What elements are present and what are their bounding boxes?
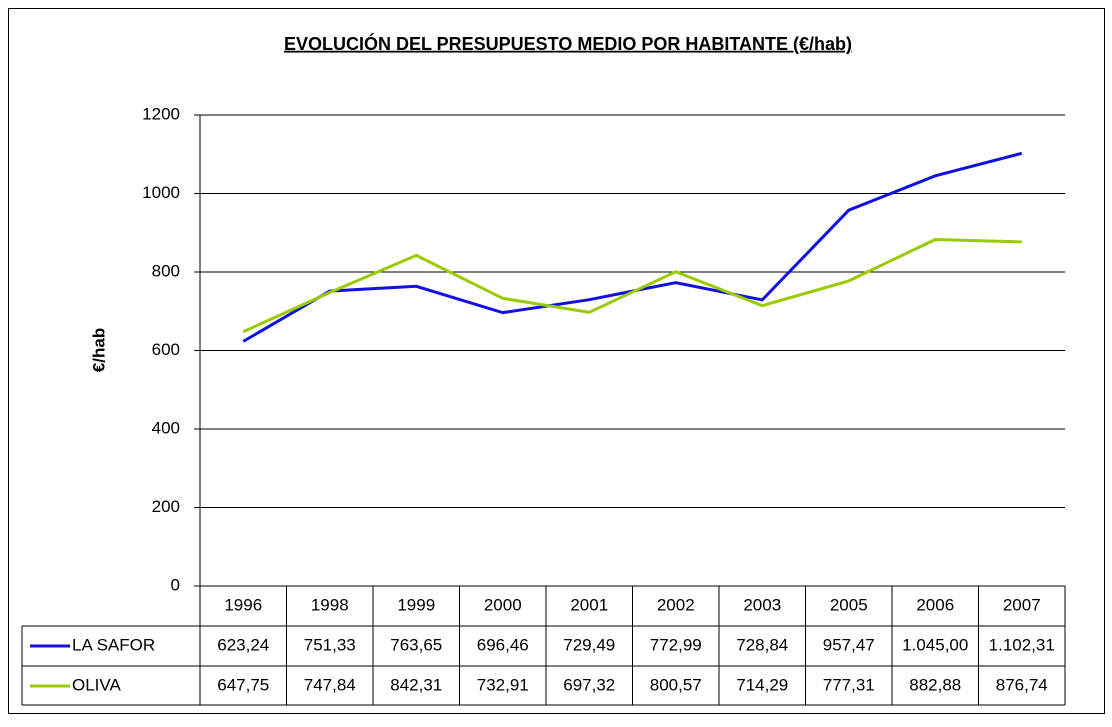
- x-tick-label: 2006: [916, 595, 954, 614]
- y-tick-label: 1200: [142, 104, 180, 123]
- legend-label: OLIVA: [72, 675, 121, 694]
- y-tick-label: 0: [171, 575, 180, 594]
- chart-title: EVOLUCIÓN DEL PRESUPUESTO MEDIO POR HABI…: [284, 33, 852, 54]
- x-tick-label: 1999: [397, 595, 435, 614]
- x-tick-label: 2003: [743, 595, 781, 614]
- table-value: 714,29: [736, 675, 788, 694]
- y-tick-label: 200: [152, 497, 180, 516]
- x-tick-label: 1998: [311, 595, 349, 614]
- table-value: 882,88: [909, 675, 961, 694]
- table-value: 729,49: [563, 635, 615, 654]
- table-value: 842,31: [390, 675, 442, 694]
- y-tick-label: 800: [152, 261, 180, 280]
- table-value: 777,31: [823, 675, 875, 694]
- table-value: 747,84: [304, 675, 356, 694]
- table-value: 751,33: [304, 635, 356, 654]
- x-tick-label: 2002: [657, 595, 695, 614]
- legend-label: LA SAFOR: [72, 635, 155, 654]
- y-tick-label: 1000: [142, 183, 180, 202]
- y-tick-label: 600: [152, 340, 180, 359]
- x-tick-label: 2000: [484, 595, 522, 614]
- table-value: 1.045,00: [902, 635, 968, 654]
- y-tick-label: 400: [152, 418, 180, 437]
- series-line: [242, 237, 1022, 334]
- table-value: 957,47: [823, 635, 875, 654]
- table-value: 876,74: [996, 675, 1048, 694]
- table-value: 800,57: [650, 675, 702, 694]
- table-value: 728,84: [736, 635, 788, 654]
- table-value: 696,46: [477, 635, 529, 654]
- table-value: 647,75: [217, 675, 269, 694]
- table-value: 697,32: [563, 675, 615, 694]
- table-value: 772,99: [650, 635, 702, 654]
- x-tick-label: 2007: [1003, 595, 1041, 614]
- x-tick-label: 1996: [224, 595, 262, 614]
- table-value: 732,91: [477, 675, 529, 694]
- table-value: 1.102,31: [989, 635, 1055, 654]
- y-axis-label: €/hab: [89, 328, 108, 372]
- table-value: 763,65: [390, 635, 442, 654]
- x-tick-label: 2005: [830, 595, 868, 614]
- table-value: 623,24: [217, 635, 269, 654]
- chart-border: [8, 8, 1105, 714]
- x-tick-label: 2001: [570, 595, 608, 614]
